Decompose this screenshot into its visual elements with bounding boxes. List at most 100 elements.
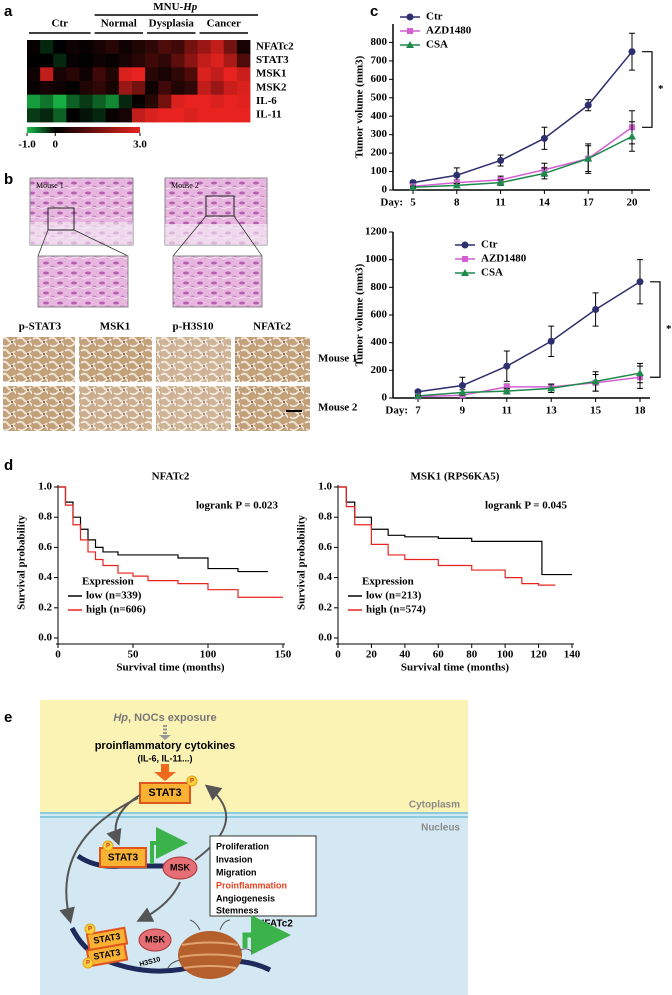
msk-label: MSK bbox=[145, 934, 166, 944]
legend-label: high (n=606) bbox=[86, 604, 146, 616]
legend-label: AZD1480 bbox=[426, 25, 472, 37]
heatmap-cell bbox=[92, 81, 107, 96]
x-tick-label: 0 bbox=[335, 649, 341, 661]
series-line bbox=[412, 126, 633, 188]
row-label: MSK1 bbox=[256, 68, 287, 80]
heatmap-cell bbox=[92, 67, 107, 82]
cytoplasm-label: Cytoplasm bbox=[409, 800, 460, 811]
marker bbox=[409, 183, 417, 191]
y-tick-label: 0.6 bbox=[38, 541, 52, 553]
x-tick-label: 80 bbox=[466, 649, 478, 661]
arrow bbox=[136, 881, 181, 922]
colorbar-tick-label: -1.0 bbox=[18, 139, 36, 151]
ihc-image bbox=[156, 386, 231, 431]
heatmap-cell bbox=[53, 94, 67, 109]
cytoplasm-region bbox=[40, 700, 468, 812]
heatmap-cell bbox=[197, 94, 212, 109]
legend-label: low (n=213) bbox=[366, 590, 422, 602]
heatmap-cell bbox=[236, 53, 251, 68]
heatmap-cell bbox=[40, 53, 54, 68]
y-tick-label: 1.0 bbox=[318, 481, 332, 493]
histone-tail bbox=[167, 919, 253, 969]
heatmap-cell bbox=[210, 53, 225, 68]
heatmap-cell bbox=[53, 40, 67, 55]
phospho bbox=[186, 775, 198, 787]
y-tick-label: 0 bbox=[382, 392, 388, 404]
legend-label: CSA bbox=[426, 39, 448, 51]
y-tick-label: 500 bbox=[371, 91, 388, 103]
y-tick-label: 400 bbox=[371, 110, 388, 122]
nucleosome bbox=[179, 941, 242, 969]
heatmap-cell bbox=[27, 108, 41, 123]
heatmap-cell bbox=[184, 94, 198, 109]
super-group-italic: Hp bbox=[182, 1, 198, 13]
phospho-label: P bbox=[88, 927, 92, 933]
heatmap-cell bbox=[79, 40, 93, 55]
marker bbox=[584, 101, 592, 109]
cytokine-list: (IL-6, IL-11...) bbox=[137, 753, 192, 763]
heatmap-cell bbox=[171, 40, 185, 55]
heatmap-cell bbox=[79, 94, 93, 109]
marker bbox=[414, 391, 422, 399]
panel-label: e bbox=[4, 709, 12, 726]
heatmap-cell bbox=[105, 108, 120, 123]
ihc-image bbox=[79, 337, 152, 382]
x-tick-label: 150 bbox=[275, 649, 292, 661]
marker bbox=[636, 278, 644, 286]
heatmap-cell bbox=[92, 40, 107, 55]
group-label: Cancer bbox=[207, 18, 241, 30]
significance: * bbox=[666, 323, 672, 335]
heatmap-cell bbox=[158, 40, 172, 55]
stain-label: p-STAT3 bbox=[19, 321, 62, 333]
marker bbox=[461, 269, 469, 276]
ihc-image bbox=[235, 386, 310, 431]
heatmap-cell bbox=[40, 67, 54, 82]
zoom-box bbox=[205, 195, 235, 217]
heatmap-cell bbox=[92, 108, 107, 123]
heatmap-cell bbox=[66, 40, 80, 55]
msk-label: MSK bbox=[170, 862, 191, 872]
heatmap-cell bbox=[131, 108, 146, 123]
survival-curve bbox=[338, 486, 556, 586]
marker bbox=[547, 337, 555, 345]
heatmap-cell bbox=[66, 53, 80, 68]
ihc-image bbox=[79, 386, 152, 431]
outcome: Stemness bbox=[216, 905, 259, 915]
heatmap-cell bbox=[236, 81, 251, 96]
outcome: Proliferation bbox=[216, 841, 269, 851]
significance: * bbox=[658, 83, 664, 95]
y-tick-label: 0.8 bbox=[38, 511, 52, 523]
marker bbox=[406, 13, 414, 21]
heatmap-cell bbox=[105, 40, 120, 55]
x-tick-label: 100 bbox=[497, 649, 514, 661]
y-tick-label: 600 bbox=[371, 309, 388, 321]
marker bbox=[458, 382, 466, 390]
stat3-label: STAT3 bbox=[108, 853, 139, 864]
heatmap-cell bbox=[145, 108, 159, 123]
heatmap-cell bbox=[171, 108, 185, 123]
x-tick-label: 11 bbox=[495, 197, 505, 209]
x-axis-label: Survival time (months) bbox=[401, 662, 510, 674]
heatmap-cell bbox=[53, 67, 67, 82]
heatmap-cell bbox=[27, 94, 41, 109]
heatmap-cell bbox=[184, 53, 198, 68]
heatmap-cell bbox=[27, 81, 41, 96]
x-tick-label: 15 bbox=[590, 405, 602, 417]
heatmap-cell bbox=[131, 53, 146, 68]
chart-title: MSK1 (RPS6KA5) bbox=[411, 471, 500, 483]
phospho bbox=[82, 957, 94, 969]
marker bbox=[461, 241, 469, 249]
survival-curve bbox=[58, 486, 283, 598]
stain-label: MSK1 bbox=[100, 321, 131, 333]
x-tick-label: 18 bbox=[635, 405, 647, 417]
heatmap-cell bbox=[223, 67, 238, 82]
exposure-italic: Hp bbox=[113, 712, 128, 724]
x-tick-label: 50 bbox=[128, 649, 140, 661]
legend-title: Expression bbox=[362, 576, 414, 588]
x-tick-label: 13 bbox=[546, 405, 558, 417]
x-tick-label: 100 bbox=[200, 649, 217, 661]
ihc-image bbox=[235, 337, 310, 382]
bracket bbox=[642, 51, 653, 128]
